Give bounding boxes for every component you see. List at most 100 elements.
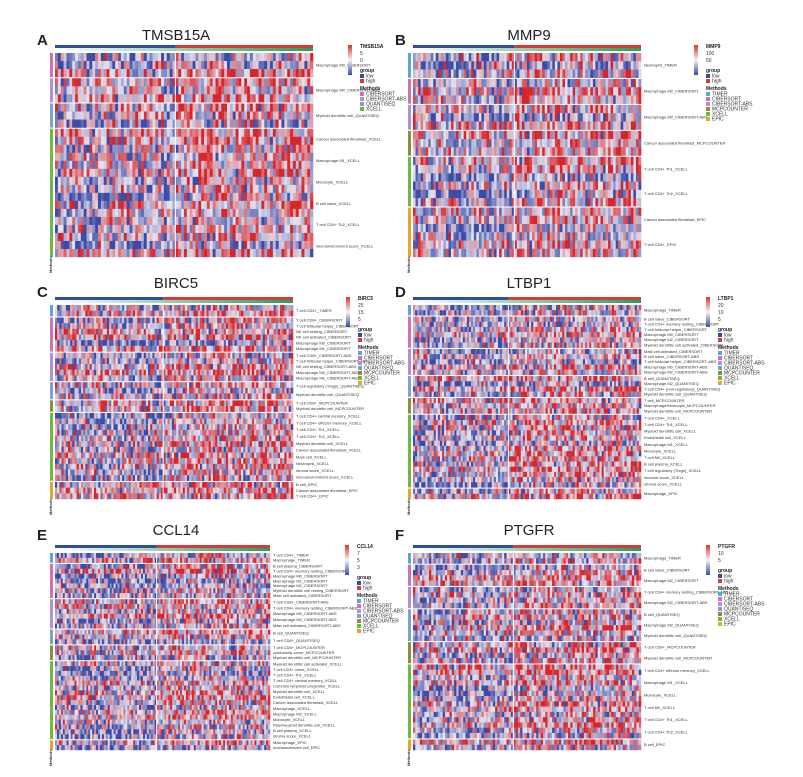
- heat-cell: [229, 152, 234, 162]
- heat-cell: [118, 176, 122, 186]
- heat-cell: [575, 181, 578, 190]
- heat-cell: [506, 189, 510, 199]
- heat-cell: [559, 156, 563, 166]
- heat-cell: [494, 181, 497, 190]
- heat-cell: [504, 165, 508, 174]
- heat-cell: [208, 305, 212, 311]
- heat-cell: [486, 139, 490, 148]
- heat-cell: [92, 69, 96, 78]
- heat-cell: [204, 78, 208, 87]
- heat-cell: [307, 103, 311, 112]
- heat-cell: [575, 78, 578, 88]
- heat-cell: [445, 181, 449, 190]
- heat-cell: [232, 111, 236, 120]
- heat-cell: [458, 232, 462, 241]
- heat-cell: [413, 147, 416, 156]
- heat-cell: [77, 119, 82, 128]
- heat-cell: [244, 208, 248, 218]
- heat-cell: [554, 181, 558, 190]
- heat-cell: [504, 198, 508, 207]
- legend-method-label: MCPCOUNTER: [712, 107, 748, 113]
- heat-cell: [267, 192, 271, 202]
- heat-cell: [115, 240, 119, 250]
- heat-cell: [218, 136, 222, 145]
- heat-cell: [489, 165, 492, 174]
- heat-cell: [557, 248, 561, 258]
- heat-cell: [577, 69, 581, 78]
- heat-cell: [532, 181, 535, 190]
- heat-cell: [254, 317, 257, 324]
- heat-cell: [169, 232, 173, 242]
- heat-cell: [102, 310, 106, 317]
- heat-cell: [161, 184, 165, 194]
- heat-cell: [625, 215, 629, 225]
- heat-cell: [212, 136, 216, 145]
- heat-cell: [623, 248, 627, 258]
- heat-cell: [620, 173, 624, 182]
- heat-cell: [554, 139, 558, 148]
- heat-cell: [60, 224, 64, 234]
- heat-cell: [433, 198, 437, 207]
- heat-cell: [195, 208, 199, 218]
- heat-cell: [428, 207, 432, 216]
- heat-cell: [175, 103, 179, 112]
- heat-cell: [430, 215, 434, 225]
- heat-cell: [620, 113, 624, 122]
- heat-cell: [473, 53, 477, 62]
- heat-cell: [158, 248, 162, 258]
- heat-cell: [264, 176, 268, 186]
- heat-cell: [456, 139, 459, 148]
- heat-cell: [152, 216, 156, 226]
- heat-cell: [572, 232, 576, 241]
- heat-cell: [178, 152, 182, 162]
- heat-cell: [141, 323, 145, 330]
- heat-cell: [290, 78, 294, 87]
- heat-cell: [524, 173, 528, 182]
- heat-cell: [595, 130, 599, 140]
- heat-cell: [570, 189, 573, 199]
- heat-cell: [613, 224, 616, 233]
- heat-cell: [244, 232, 248, 242]
- heat-cell: [445, 173, 449, 182]
- heat-cell: [494, 95, 497, 104]
- heat-cell: [169, 69, 173, 78]
- heat-cell: [109, 317, 112, 324]
- heat-cell: [258, 192, 262, 202]
- heat-cell: [529, 104, 533, 114]
- heat-cell: [287, 136, 291, 145]
- heat-cell: [92, 200, 96, 210]
- heat-cell: [587, 87, 591, 96]
- heat-cell: [166, 128, 170, 137]
- heat-cell: [618, 207, 622, 216]
- heat-cell: [178, 310, 181, 317]
- heat-cell: [247, 323, 251, 330]
- heat-cell: [420, 189, 424, 199]
- heat-cell: [430, 181, 434, 190]
- heat-cell: [443, 95, 447, 104]
- heat-cell: [77, 200, 82, 210]
- heat-cell: [275, 208, 279, 218]
- heat-cell: [466, 95, 470, 104]
- heat-cell: [292, 184, 297, 194]
- heat-cell: [592, 181, 596, 190]
- heat-cell: [192, 144, 196, 153]
- heat-cell: [310, 69, 314, 78]
- heat-cell: [582, 232, 586, 241]
- method-strip: [408, 78, 411, 104]
- heat-cell: [448, 87, 452, 96]
- heat-cell: [628, 87, 632, 96]
- heat-cell: [244, 184, 248, 194]
- heat-cell: [415, 95, 419, 104]
- heat-cell: [123, 128, 127, 137]
- heat-cell: [499, 173, 502, 182]
- heat-cell: [425, 173, 429, 182]
- heat-cell: [139, 323, 142, 330]
- heat-cell: [229, 69, 234, 78]
- heat-cell: [95, 86, 99, 95]
- heat-cell: [486, 173, 490, 182]
- heat-cell: [468, 165, 472, 174]
- heat-cell: [74, 317, 77, 324]
- heat-cell: [509, 232, 513, 241]
- heat-cell: [423, 165, 426, 174]
- group-bar-low: [413, 45, 515, 48]
